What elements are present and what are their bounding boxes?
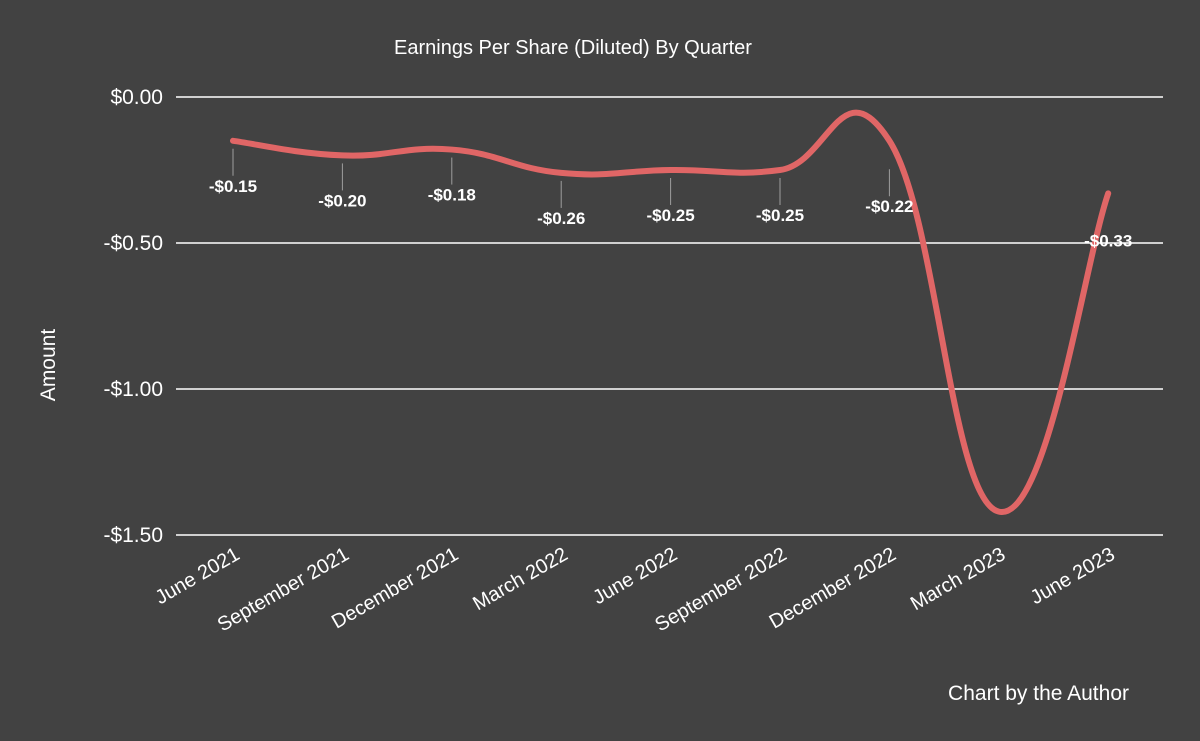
x-tick-label: June 2021 — [152, 543, 244, 609]
y-tick-label: -$1.50 — [103, 524, 163, 547]
chart-credit: Chart by the Author — [948, 682, 1129, 705]
x-tick-label: June 2022 — [589, 543, 681, 609]
y-tick-label: -$0.50 — [103, 232, 163, 255]
data-label: -$0.20 — [318, 191, 366, 210]
chart-title: Earnings Per Share (Diluted) By Quarter — [394, 37, 752, 59]
y-axis-ticks: $0.00 -$0.50 -$1.00 -$1.50 — [103, 86, 163, 547]
y-tick-label: $0.00 — [110, 86, 163, 109]
y-tick-label: -$1.00 — [103, 378, 163, 401]
data-label: -$0.18 — [428, 186, 476, 205]
y-axis-label: Amount — [37, 329, 60, 402]
data-label: -$0.25 — [646, 206, 694, 225]
x-tick-label: March 2023 — [907, 543, 1009, 615]
eps-series-line — [230, 109, 1112, 515]
data-labels: -$0.15 -$0.20 -$0.18 -$0.26 -$0.25 -$0.25 -$0.… — [209, 177, 1132, 251]
series-line-layer — [230, 109, 1112, 515]
x-tick-label: June 2023 — [1027, 543, 1119, 609]
data-label: -$0.25 — [756, 206, 804, 225]
x-tick-label: March 2022 — [469, 543, 571, 615]
data-label: -$0.22 — [865, 197, 913, 216]
label-connectors — [232, 148, 890, 208]
data-label: -$0.26 — [537, 209, 585, 228]
data-label: -$0.33 — [1084, 231, 1132, 250]
gridlines — [176, 96, 1163, 536]
data-label: -$0.15 — [209, 177, 257, 196]
